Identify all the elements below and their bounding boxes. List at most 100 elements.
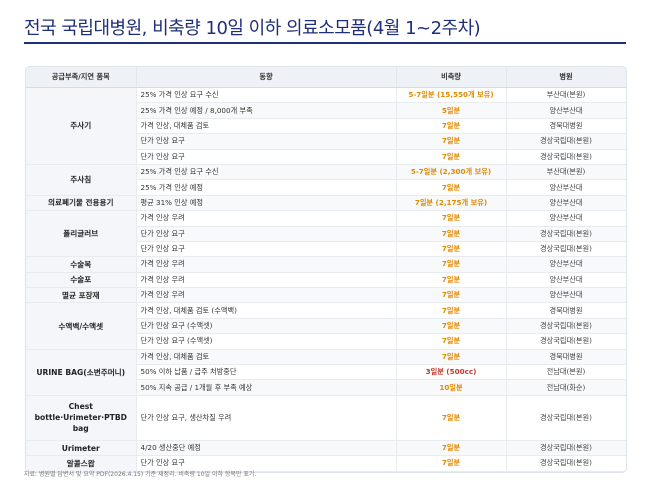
table-body: 주사기 25% 가격 인상 요구 수신 5-7일분 (15,550개 보유) 부산대(… (26, 87, 626, 472)
table-row: Urimeter 4/20 생산중단 예정 7일분 경상국립대(본원) (26, 440, 626, 457)
table-row: 50% 이하 납품 / 급주 처방중단 3일분 (500cc) 전남대(본원) (26, 364, 626, 381)
trend-cell: 25% 가격 인상 요구 수신 (136, 164, 397, 181)
hospital-cell: 부산대(본원) (506, 164, 626, 181)
trend-cell: 가격 인상 우려 (136, 287, 397, 304)
stock-cell: 7일분 (396, 210, 507, 227)
stock-cell: 7일분 (396, 455, 507, 472)
hospital-cell: 양산부산대 (506, 195, 626, 212)
table-row: 단가 인상 요구 7일분 경상국립대(본원) (26, 241, 626, 258)
table-row: 단가 인상 요구 7일분 경상국립대(본원) (26, 226, 626, 242)
table-row: 단가 인상 요구 7일분 경상국립대(본원) (26, 133, 626, 150)
item-name: URINE BAG(소변주머니) (26, 349, 137, 396)
trend-cell: 가격 인상 우려 (136, 272, 397, 289)
item-name: Urimeter (26, 440, 137, 457)
hospital-cell: 경상국립대(본원) (506, 395, 626, 441)
table-row: 50% 지속 공급 / 1개월 후 부족 예상 10일분 전남대(화순) (26, 379, 626, 396)
stock-cell: 7일분 (396, 241, 507, 258)
header-trend: 동향 (136, 67, 397, 88)
table-row: 단가 인상 요구 (수액셋) 7일분 경상국립대(본원) (26, 333, 626, 350)
trend-cell: 평균 31% 인상 예정 (136, 195, 397, 212)
trend-cell: 단가 인상 요구 (136, 455, 397, 472)
stock-cell: 7일분 (396, 226, 507, 242)
table-row: 단가 인상 요구 7일분 경상국립대(본원) (26, 149, 626, 165)
table-row: 의료폐기물 전용용기 평균 31% 인상 예정 7일분 (2,175개 보유) 양산부… (26, 195, 626, 212)
stock-cell: 7일분 (396, 133, 507, 150)
footnote: 자료: 병원별 답변서 및 요약 PDF(2026.4.15) 기준 재정리. … (24, 471, 257, 478)
trend-cell: 단가 인상 요구 (136, 133, 397, 150)
table-row: 25% 가격 인상 예정 / 8,000개 부족 5일분 양산부산대 (26, 102, 626, 119)
table-row: 멸균 포장재 가격 인상 우려 7일분 양산부산대 (26, 287, 626, 304)
stock-cell: 7일분 (396, 395, 507, 441)
item-name: 주사기 (26, 87, 137, 165)
trend-cell: 단가 인상 요구 (136, 226, 397, 242)
trend-cell: 4/20 생산중단 예정 (136, 440, 397, 457)
header-stock: 비축량 (396, 67, 507, 88)
trend-cell: 단가 인상 요구 (수액셋) (136, 333, 397, 350)
hospital-cell: 양산부산대 (506, 210, 626, 227)
hospital-cell: 경북대병원 (506, 118, 626, 135)
hospital-cell: 경상국립대(본원) (506, 241, 626, 258)
table-row: 폴리글러브 가격 인상 우려 7일분 양산부산대 (26, 210, 626, 258)
item-name: 의료폐기물 전용용기 (26, 195, 137, 212)
hospital-cell: 양산부산대 (506, 272, 626, 289)
hospital-cell: 양산부산대 (506, 179, 626, 196)
hospital-cell: 전남대(화순) (506, 379, 626, 396)
stock-cell: 7일분 (396, 440, 507, 457)
hospital-cell: 전남대(본원) (506, 364, 626, 381)
stock-cell: 7일분 (396, 333, 507, 350)
trend-cell: 가격 인상 우려 (136, 210, 397, 227)
trend-cell: 가격 인상, 대체품 검토 (136, 118, 397, 135)
header-item: 공급부족/지연 품목 (26, 67, 137, 88)
hospital-cell: 양산부산대 (506, 102, 626, 119)
stock-cell: 5일분 (396, 102, 507, 119)
stock-cell: 7일분 (396, 179, 507, 196)
table-row: 주사침 25% 가격 인상 요구 수신 5-7일분 (2,300개 보유) 부산대(본… (26, 164, 626, 196)
table-row: 25% 가격 인상 예정 7일분 양산부산대 (26, 179, 626, 196)
item-name: 수술포 (26, 272, 137, 289)
hospital-cell: 양산부산대 (506, 256, 626, 273)
title-divider (24, 42, 626, 44)
table-row: 알콜스왑 단가 인상 요구 7일분 경상국립대(본원) (26, 455, 626, 472)
item-name: 수액백/수액셋 (26, 302, 137, 350)
item-name: 알콜스왑 (26, 455, 137, 472)
stock-cell: 7일분 (396, 287, 507, 304)
table-row: 단가 인상 요구 (수액셋) 7일분 경상국립대(본원) (26, 318, 626, 335)
trend-cell: 단가 인상 요구 (수액셋) (136, 318, 397, 335)
item-name: 수술복 (26, 256, 137, 273)
trend-cell: 단가 인상 요구 (136, 241, 397, 258)
table-row: 수술포 가격 인상 우려 7일분 양산부산대 (26, 272, 626, 289)
stock-cell: 7일분 (396, 318, 507, 335)
table-row: 가격 인상, 대체품 검토 7일분 경북대병원 (26, 118, 626, 135)
stock-cell: 7일분 (396, 256, 507, 273)
hospital-cell: 경상국립대(본원) (506, 133, 626, 150)
stock-cell: 10일분 (396, 379, 507, 396)
table-row: 수액백/수액셋 가격 인상, 대체품 검토 (수액백) 7일분 경북대병원 (26, 302, 626, 350)
table-row: Chest bottle·Urimeter·PTBD bag 단가 인상 요구, … (26, 395, 626, 441)
hospital-cell: 경상국립대(본원) (506, 455, 626, 472)
trend-cell: 가격 인상, 대체품 검토 (136, 349, 397, 366)
hospital-cell: 부산대(본원) (506, 87, 626, 104)
stock-cell: 7일분 (2,175개 보유) (396, 195, 507, 212)
trend-cell: 50% 지속 공급 / 1개월 후 부족 예상 (136, 379, 397, 396)
hospital-cell: 경상국립대(본원) (506, 226, 626, 242)
item-name: Chest bottle·Urimeter·PTBD bag (26, 395, 137, 441)
hospital-cell: 경상국립대(본원) (506, 149, 626, 165)
stock-cell: 7일분 (396, 272, 507, 289)
table-header-row: 공급부족/지연 품목 동향 비축량 병원 (26, 67, 626, 88)
trend-cell: 25% 가격 인상 요구 수신 (136, 87, 397, 104)
stock-cell: 7일분 (396, 118, 507, 135)
supply-table-container: 공급부족/지연 품목 동향 비축량 병원 주사기 25% 가격 인상 요구 수신 5… (25, 66, 627, 473)
page-title: 전국 국립대병원, 비축량 10일 이하 의료소모품(4월 1~2주차) (24, 18, 481, 39)
stock-cell: 5-7일분 (2,300개 보유) (396, 164, 507, 181)
trend-cell: 가격 인상, 대체품 검토 (수액백) (136, 302, 397, 319)
trend-cell: 단가 인상 요구, 생산차질 우려 (136, 395, 397, 441)
item-name: 주사침 (26, 164, 137, 196)
table-row: URINE BAG(소변주머니) 가격 인상, 대체품 검토 7일분 경북대병원 (26, 349, 626, 396)
hospital-cell: 경북대병원 (506, 349, 626, 366)
trend-cell: 25% 가격 인상 예정 (136, 179, 397, 196)
table-row: 수술복 가격 인상 우려 7일분 양산부산대 (26, 256, 626, 273)
trend-cell: 가격 인상 우려 (136, 256, 397, 273)
item-name: 폴리글러브 (26, 210, 137, 258)
trend-cell: 25% 가격 인상 예정 / 8,000개 부족 (136, 102, 397, 119)
stock-cell: 7일분 (396, 302, 507, 319)
